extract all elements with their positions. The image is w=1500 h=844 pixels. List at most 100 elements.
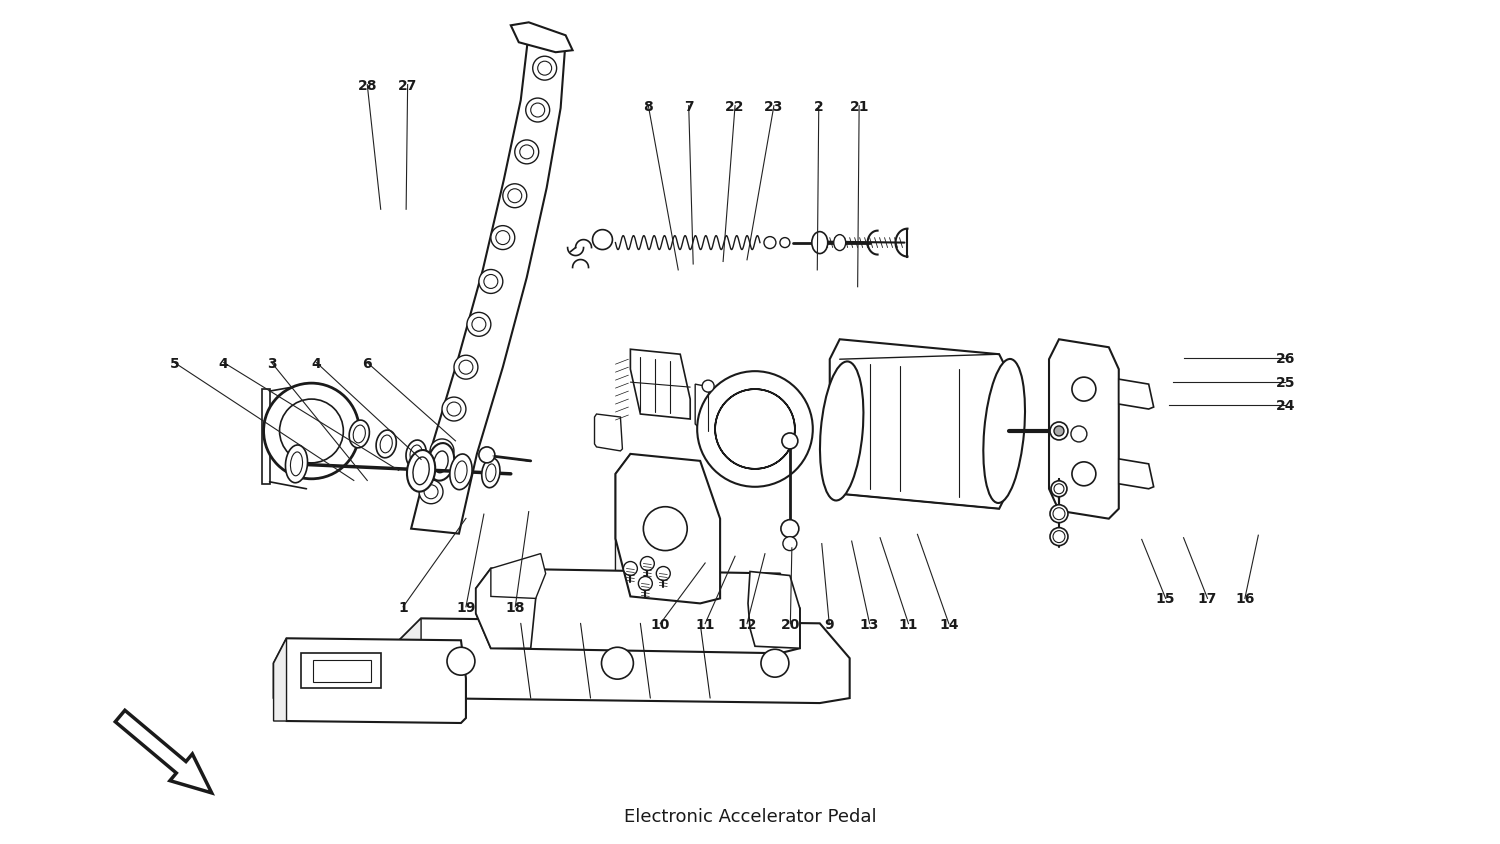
- Circle shape: [478, 447, 495, 463]
- Circle shape: [520, 146, 534, 160]
- Text: 24: 24: [1275, 398, 1294, 412]
- Circle shape: [1052, 481, 1066, 497]
- Ellipse shape: [352, 425, 366, 443]
- Circle shape: [764, 237, 776, 249]
- Ellipse shape: [454, 462, 466, 483]
- Polygon shape: [490, 554, 546, 598]
- Polygon shape: [594, 414, 622, 452]
- Text: 11: 11: [898, 617, 918, 630]
- Circle shape: [478, 270, 502, 294]
- Ellipse shape: [821, 362, 864, 500]
- Text: 5: 5: [170, 356, 180, 371]
- Text: 25: 25: [1275, 376, 1294, 389]
- Circle shape: [430, 440, 454, 463]
- Circle shape: [1071, 426, 1088, 442]
- Circle shape: [442, 398, 466, 421]
- Circle shape: [447, 647, 476, 675]
- Circle shape: [503, 185, 526, 208]
- Text: 7: 7: [684, 100, 693, 114]
- Ellipse shape: [427, 444, 454, 481]
- Circle shape: [1054, 484, 1064, 495]
- Circle shape: [1072, 378, 1096, 402]
- Circle shape: [1053, 508, 1065, 520]
- Circle shape: [640, 557, 654, 571]
- Circle shape: [531, 104, 544, 118]
- Text: 20: 20: [780, 617, 800, 630]
- Text: 11: 11: [696, 617, 715, 630]
- Circle shape: [760, 650, 789, 678]
- Ellipse shape: [1050, 423, 1068, 441]
- Text: 15: 15: [1156, 592, 1176, 606]
- Circle shape: [424, 485, 438, 499]
- Text: Electronic Accelerator Pedal: Electronic Accelerator Pedal: [624, 807, 876, 825]
- Circle shape: [459, 360, 472, 375]
- Bar: [302, 653, 381, 689]
- Text: 14: 14: [939, 617, 958, 630]
- Text: 27: 27: [398, 78, 417, 93]
- Polygon shape: [396, 619, 422, 698]
- Circle shape: [1053, 531, 1065, 543]
- Ellipse shape: [291, 452, 303, 476]
- Polygon shape: [615, 454, 720, 603]
- Ellipse shape: [406, 451, 435, 492]
- Polygon shape: [694, 385, 721, 431]
- Text: 18: 18: [506, 600, 525, 614]
- Circle shape: [496, 231, 510, 246]
- Circle shape: [419, 480, 442, 504]
- Circle shape: [525, 99, 549, 123]
- Text: 2: 2: [815, 100, 824, 114]
- Text: 8: 8: [644, 100, 652, 114]
- Polygon shape: [512, 24, 573, 53]
- Ellipse shape: [350, 420, 369, 448]
- Circle shape: [537, 62, 552, 76]
- Text: 22: 22: [726, 100, 746, 114]
- Text: 17: 17: [1198, 592, 1216, 606]
- Circle shape: [782, 520, 800, 538]
- Circle shape: [780, 238, 790, 248]
- Bar: [314, 661, 370, 682]
- Circle shape: [783, 537, 796, 551]
- Text: 9: 9: [825, 617, 834, 630]
- Circle shape: [698, 371, 813, 487]
- Text: 10: 10: [651, 617, 670, 630]
- Text: 13: 13: [859, 617, 879, 630]
- Polygon shape: [830, 340, 1010, 509]
- Circle shape: [1050, 505, 1068, 523]
- Polygon shape: [261, 390, 270, 484]
- Circle shape: [1054, 426, 1064, 436]
- Polygon shape: [476, 569, 536, 648]
- Polygon shape: [1048, 340, 1119, 519]
- Circle shape: [702, 381, 714, 392]
- Circle shape: [592, 230, 612, 251]
- Polygon shape: [411, 33, 566, 534]
- Polygon shape: [630, 349, 690, 419]
- Circle shape: [279, 399, 344, 463]
- Circle shape: [602, 647, 633, 679]
- Text: 1: 1: [399, 600, 408, 614]
- Text: 23: 23: [764, 100, 783, 114]
- Polygon shape: [273, 639, 286, 721]
- Ellipse shape: [834, 235, 846, 252]
- Circle shape: [447, 403, 460, 417]
- Text: 3: 3: [267, 356, 276, 371]
- Text: 16: 16: [1234, 592, 1254, 606]
- Ellipse shape: [413, 457, 429, 485]
- Polygon shape: [615, 454, 630, 597]
- Circle shape: [484, 275, 498, 289]
- Circle shape: [264, 384, 360, 479]
- Text: 26: 26: [1275, 352, 1294, 366]
- Polygon shape: [1119, 459, 1154, 490]
- Circle shape: [472, 318, 486, 332]
- Text: 6: 6: [363, 356, 372, 371]
- Circle shape: [624, 562, 638, 576]
- Circle shape: [1072, 463, 1096, 486]
- Circle shape: [435, 445, 448, 458]
- Ellipse shape: [812, 232, 828, 254]
- Ellipse shape: [285, 446, 308, 483]
- Text: 19: 19: [456, 600, 476, 614]
- Polygon shape: [116, 711, 212, 793]
- Circle shape: [509, 190, 522, 203]
- Circle shape: [782, 434, 798, 449]
- Ellipse shape: [486, 464, 496, 482]
- Ellipse shape: [984, 360, 1024, 503]
